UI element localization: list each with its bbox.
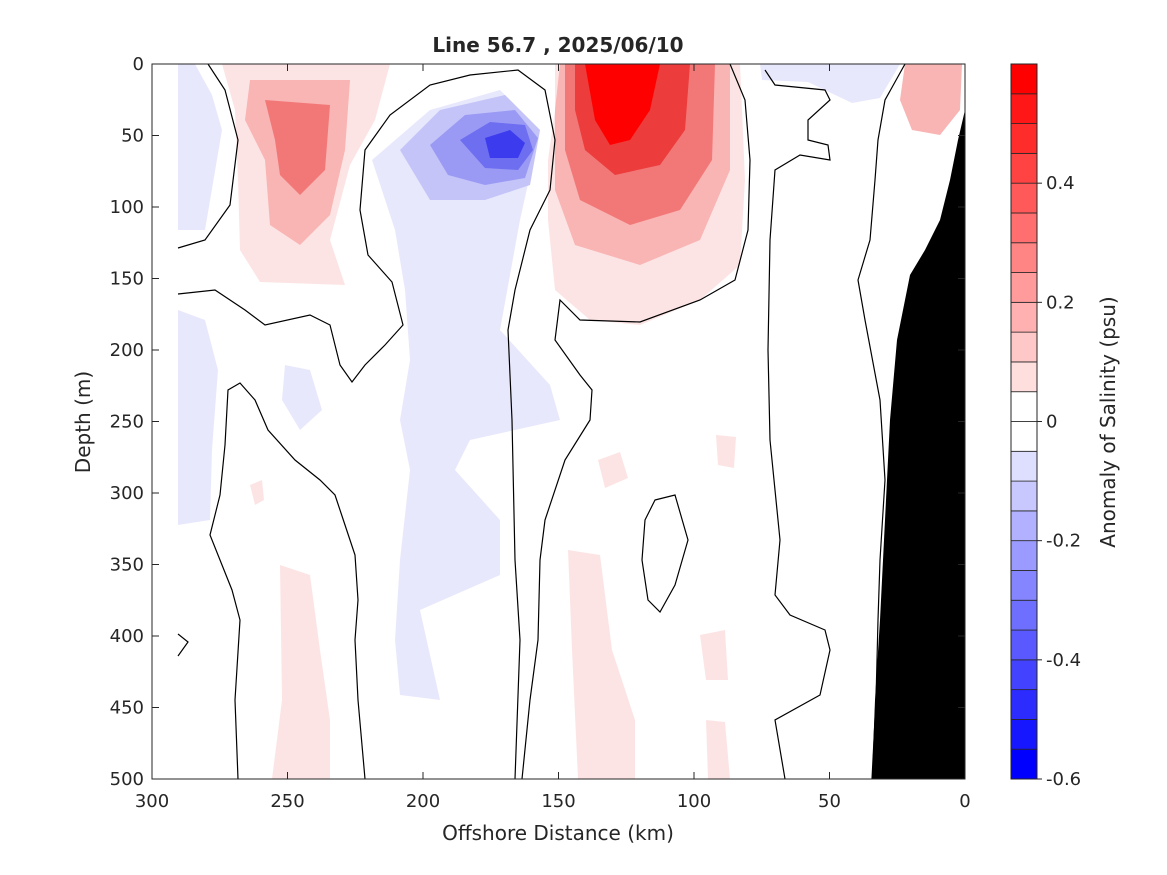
y-tick-label: 400 xyxy=(110,626,144,647)
y-axis-label: Depth (m) xyxy=(71,371,95,473)
left-edge-negative-upper xyxy=(178,64,222,230)
y-tick-label: 100 xyxy=(110,197,144,218)
deep-positive-mid xyxy=(568,550,635,779)
bathymetry-mask xyxy=(872,110,965,779)
y-axis: 0 50 100 150 200 250 300 350 400 450 500 xyxy=(110,54,965,790)
deep-positive-bottom-right xyxy=(706,720,730,779)
chart-title: Line 56.7 , 2025/06/10 xyxy=(432,33,683,57)
positive-anomaly-fields xyxy=(222,64,962,779)
x-tick-label: 150 xyxy=(541,791,575,812)
colorbar-band xyxy=(1010,123,1038,154)
colorbar-tick-label: -0.2 xyxy=(1046,531,1081,552)
colorbar-band xyxy=(1010,182,1038,214)
colorbar-tick-label: 0.4 xyxy=(1046,173,1075,194)
y-tick-label: 50 xyxy=(121,126,144,147)
colorbar-band xyxy=(1010,689,1038,720)
zero-contour-4 xyxy=(177,633,189,657)
y-tick-label: 500 xyxy=(110,769,144,790)
colorbar-band xyxy=(1010,659,1038,691)
colorbar-band xyxy=(1010,629,1038,661)
colorbar-band xyxy=(1010,510,1038,542)
small-positive-patch-1 xyxy=(598,452,628,488)
negative-anomaly-fields xyxy=(178,64,900,700)
colorbar-band xyxy=(1010,152,1038,184)
zero-contour-6 xyxy=(521,64,751,779)
colorbar-band xyxy=(1010,480,1038,512)
zero-contours xyxy=(177,64,906,779)
negative-core-4 xyxy=(485,130,525,158)
surface-negative-right xyxy=(760,64,900,103)
zero-contour-8 xyxy=(764,69,831,779)
y-tick-label: 300 xyxy=(110,483,144,504)
colorbar-band xyxy=(1010,450,1038,482)
x-tick-label: 300 xyxy=(135,791,169,812)
deep-positive-right xyxy=(700,630,728,680)
x-tick-label: 250 xyxy=(270,791,304,812)
x-tick-label: 50 xyxy=(818,791,841,812)
zero-contour-7 xyxy=(857,64,906,779)
x-tick-label: 0 xyxy=(959,791,970,812)
small-positive-patch-2 xyxy=(716,435,736,468)
y-tick-label: 450 xyxy=(110,698,144,719)
y-tick-label: 150 xyxy=(110,269,144,290)
deep-negative-plume xyxy=(372,90,560,700)
colorbar-band xyxy=(1010,331,1038,363)
colorbar-band xyxy=(1010,272,1038,303)
colorbar-band xyxy=(1010,212,1038,244)
colorbar-band xyxy=(1010,242,1038,273)
colorbar-band xyxy=(1010,421,1038,452)
plot-area xyxy=(152,64,965,779)
left-positive-3 xyxy=(265,100,330,195)
zero-contour-2 xyxy=(177,69,556,779)
zero-contour-1 xyxy=(177,64,239,249)
x-axis: 300 250 200 150 100 50 0 xyxy=(135,64,971,812)
colorbar-tick-label: -0.4 xyxy=(1046,650,1081,671)
zero-contour-5 xyxy=(641,494,689,613)
zero-contour-3 xyxy=(209,382,366,779)
right-surface-positive xyxy=(900,64,962,135)
main-positive-core-5 xyxy=(585,64,660,145)
colorbar-band xyxy=(1010,93,1038,124)
small-positive-patch-3 xyxy=(250,480,264,505)
x-axis-label: Offshore Distance (km) xyxy=(442,821,674,845)
colorbar-tick-label: -0.6 xyxy=(1046,769,1081,790)
y-tick-label: 200 xyxy=(110,340,144,361)
left-edge-negative-lower xyxy=(178,310,218,525)
colorbar-band xyxy=(1010,748,1038,780)
colorbar-tick-label: 0 xyxy=(1046,412,1057,433)
colorbar-band xyxy=(1010,63,1038,95)
y-tick-label: 0 xyxy=(133,54,144,75)
deep-positive-left xyxy=(272,565,330,779)
x-tick-label: 200 xyxy=(406,791,440,812)
y-tick-label: 350 xyxy=(110,555,144,576)
colorbar-band xyxy=(1010,391,1038,422)
small-negative-patch xyxy=(282,365,322,430)
colorbar-label: Anomaly of Salinity (psu) xyxy=(1096,296,1120,547)
colorbar-ticks: 0.4 0.2 0 -0.2 -0.4 -0.6 xyxy=(1037,173,1081,790)
y-tick-label: 250 xyxy=(110,412,144,433)
colorbar-band xyxy=(1010,540,1038,571)
colorbar-band xyxy=(1010,301,1038,333)
colorbar-tick-label: 0.2 xyxy=(1046,292,1075,313)
colorbar-band xyxy=(1010,599,1038,631)
x-tick-label: 100 xyxy=(677,791,711,812)
colorbar-band xyxy=(1010,570,1038,601)
colorbar-band xyxy=(1010,361,1038,393)
colorbar xyxy=(1010,63,1038,780)
colorbar-band xyxy=(1010,719,1038,750)
